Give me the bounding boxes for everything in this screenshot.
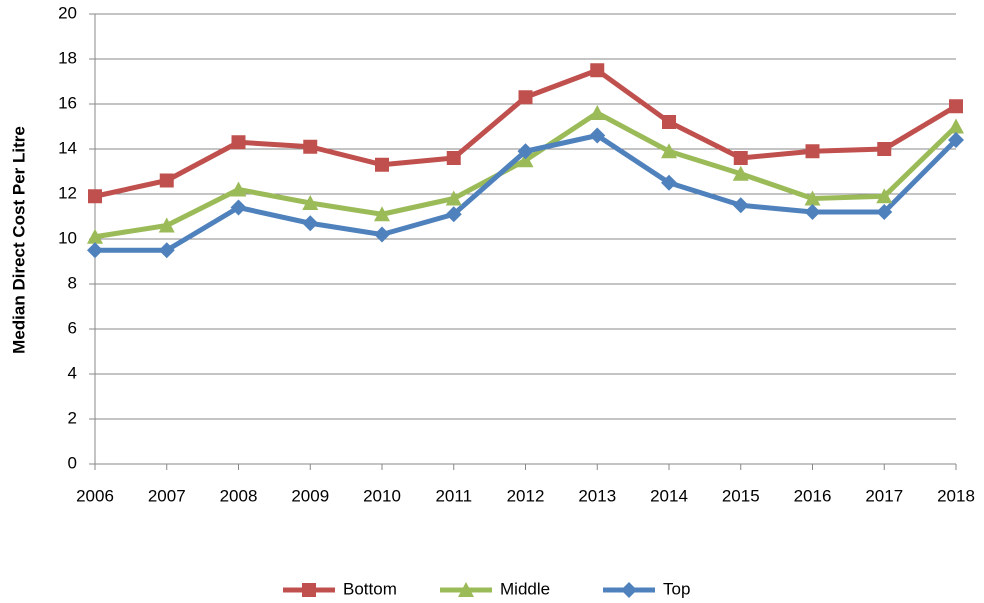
- x-tick-label: 2017: [865, 486, 903, 505]
- legend-marker: [302, 583, 316, 597]
- data-point: [158, 242, 175, 259]
- y-tick-label: 0: [68, 453, 77, 472]
- y-tick-label: 6: [68, 318, 77, 337]
- y-tick-label: 12: [58, 183, 77, 202]
- data-point: [876, 204, 893, 220]
- data-point: [303, 139, 318, 154]
- x-tick-label: 2013: [578, 486, 616, 505]
- y-tick-label: 16: [58, 93, 77, 112]
- data-point: [445, 190, 462, 206]
- data-point: [230, 199, 247, 216]
- data-point: [374, 206, 390, 222]
- data-point: [87, 228, 103, 244]
- y-tick-label: 2: [68, 408, 77, 427]
- data-point: [804, 204, 821, 220]
- x-tick-label: 2008: [220, 486, 258, 505]
- x-tick-label: 2006: [76, 486, 114, 505]
- data-point: [375, 157, 389, 172]
- data-point: [733, 151, 748, 165]
- data-point: [445, 206, 462, 223]
- data-point: [805, 144, 820, 159]
- series-line: [94, 67, 958, 199]
- legend-marker: [621, 582, 637, 598]
- y-tick-label: 14: [58, 138, 77, 157]
- x-tick-label: 2018: [937, 486, 975, 505]
- legend-label: Bottom: [343, 579, 397, 598]
- y-tick-label: 8: [68, 273, 77, 292]
- data-point: [804, 190, 821, 206]
- data-point: [948, 118, 964, 134]
- y-tick-label: 18: [58, 48, 77, 67]
- y-tick-label: 20: [58, 3, 77, 22]
- data-point: [159, 173, 174, 188]
- data-point: [517, 152, 534, 168]
- data-point: [661, 174, 677, 191]
- x-tick-label: 2015: [722, 486, 760, 505]
- data-point: [302, 195, 319, 210]
- x-tick-label: 2009: [291, 486, 329, 505]
- data-point: [374, 226, 390, 243]
- data-point: [732, 165, 749, 181]
- x-tick-label: 2010: [363, 486, 401, 505]
- legend-label: Middle: [500, 579, 550, 598]
- data-point: [590, 63, 605, 78]
- data-point: [732, 197, 749, 214]
- x-tick-label: 2011: [435, 486, 472, 505]
- data-point: [662, 115, 676, 129]
- x-tick-label: 2012: [507, 486, 545, 505]
- data-point: [877, 142, 892, 156]
- data-point: [589, 105, 606, 120]
- data-point: [876, 188, 893, 204]
- data-point: [230, 181, 247, 197]
- x-tick-label: 2016: [794, 486, 832, 505]
- data-point: [446, 151, 461, 165]
- data-point: [517, 143, 534, 160]
- legend-marker: [458, 582, 474, 597]
- y-tick-label: 4: [68, 363, 77, 382]
- data-point: [158, 217, 175, 233]
- legend-label: Top: [663, 579, 690, 598]
- data-point: [231, 135, 246, 150]
- y-axis-label: Median Direct Cost Per Litre: [9, 126, 28, 354]
- x-tick-label: 2014: [650, 486, 688, 505]
- x-tick-label: 2007: [148, 486, 186, 505]
- data-point: [518, 90, 533, 105]
- data-point: [87, 242, 103, 259]
- data-point: [88, 189, 102, 204]
- data-point: [948, 132, 964, 148]
- data-point: [589, 127, 606, 144]
- data-point: [661, 143, 677, 159]
- data-point: [302, 215, 319, 232]
- data-point: [949, 99, 963, 114]
- y-tick-label: 10: [58, 228, 77, 247]
